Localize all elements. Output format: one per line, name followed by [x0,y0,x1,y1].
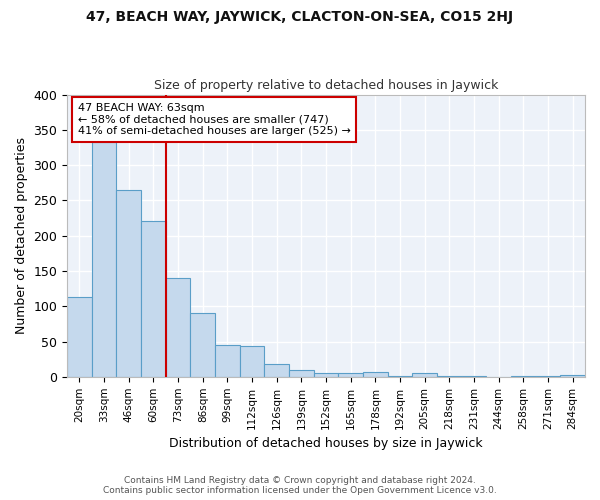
Bar [265,364,289,377]
Bar [511,376,536,377]
Bar [314,374,338,377]
Title: Size of property relative to detached houses in Jaywick: Size of property relative to detached ho… [154,79,498,92]
Bar [412,374,437,377]
Bar [560,374,585,377]
Bar [338,374,363,377]
Bar [67,297,92,377]
Bar [363,372,388,377]
Bar [289,370,314,377]
Bar [240,346,265,377]
X-axis label: Distribution of detached houses by size in Jaywick: Distribution of detached houses by size … [169,437,483,450]
Bar [536,376,560,377]
Text: 47 BEACH WAY: 63sqm
← 58% of detached houses are smaller (747)
41% of semi-detac: 47 BEACH WAY: 63sqm ← 58% of detached ho… [77,103,350,136]
Y-axis label: Number of detached properties: Number of detached properties [15,137,28,334]
Bar [166,278,190,377]
Bar [388,376,412,377]
Bar [462,376,487,377]
Text: Contains HM Land Registry data © Crown copyright and database right 2024.
Contai: Contains HM Land Registry data © Crown c… [103,476,497,495]
Bar [92,142,116,377]
Bar [141,221,166,377]
Bar [215,345,240,377]
Bar [190,312,215,377]
Bar [437,376,462,377]
Text: 47, BEACH WAY, JAYWICK, CLACTON-ON-SEA, CO15 2HJ: 47, BEACH WAY, JAYWICK, CLACTON-ON-SEA, … [86,10,514,24]
Bar [116,190,141,377]
